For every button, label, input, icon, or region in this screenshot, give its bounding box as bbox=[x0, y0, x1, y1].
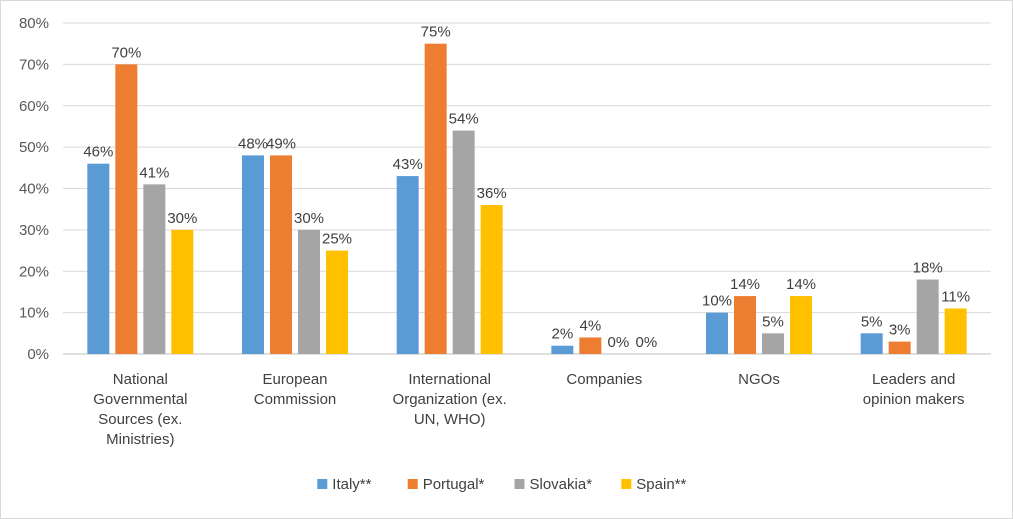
x-category-line: Companies bbox=[566, 371, 642, 388]
data-label: 48% bbox=[238, 135, 268, 152]
x-category-line: Leaders and bbox=[872, 371, 955, 388]
x-category-line: Sources (ex. bbox=[98, 411, 182, 428]
y-tick-label: 70% bbox=[19, 56, 49, 73]
x-category-line: Organization (ex. bbox=[393, 391, 507, 408]
data-label: 3% bbox=[889, 322, 911, 339]
bar-spain-5 bbox=[944, 308, 967, 354]
bar-portugal-3 bbox=[579, 337, 602, 354]
data-label: 25% bbox=[322, 231, 352, 248]
data-label: 14% bbox=[786, 276, 816, 293]
data-label: 0% bbox=[607, 334, 629, 351]
data-label: 4% bbox=[579, 317, 601, 334]
y-tick-label: 50% bbox=[19, 139, 49, 156]
bar-italy-1 bbox=[242, 155, 264, 354]
x-category-label: European Commission bbox=[254, 371, 337, 408]
bar-slovakia-4 bbox=[762, 333, 784, 354]
bar-slovakia-1 bbox=[298, 229, 320, 354]
data-label: 54% bbox=[449, 111, 479, 128]
x-category-label: National Governmental Sources (ex. Ministri… bbox=[93, 371, 187, 448]
x-category-line: UN, WHO) bbox=[414, 411, 486, 428]
data-label: 18% bbox=[913, 260, 943, 277]
bar-italy-2 bbox=[396, 176, 419, 354]
data-label: 36% bbox=[477, 185, 507, 202]
y-tick-label: 0% bbox=[27, 346, 49, 363]
bar-portugal-5 bbox=[888, 341, 911, 354]
bar-spain-4 bbox=[790, 296, 812, 354]
bar-italy-0 bbox=[87, 163, 110, 354]
x-category-line: Ministries) bbox=[106, 431, 174, 448]
data-label: 10% bbox=[702, 293, 732, 310]
bar-portugal-2 bbox=[424, 43, 447, 354]
x-category-line: National bbox=[113, 371, 168, 388]
x-category-label: Companies bbox=[566, 371, 642, 388]
data-label: 30% bbox=[294, 210, 324, 227]
x-category-label: International Organization (ex. UN, WHO) bbox=[393, 371, 507, 428]
x-category-line: opinion makers bbox=[863, 391, 965, 408]
legend-label-slovakia: Slovakia* bbox=[530, 476, 593, 493]
bar-portugal-1 bbox=[270, 155, 292, 354]
data-label: 0% bbox=[635, 334, 657, 351]
data-label: 5% bbox=[861, 313, 883, 330]
x-category-line: International bbox=[408, 371, 491, 388]
legend-label-spain: Spain** bbox=[636, 476, 686, 493]
data-label: 70% bbox=[111, 44, 141, 61]
x-category-label: NGOs bbox=[738, 371, 780, 388]
bar-slovakia-5 bbox=[916, 279, 939, 354]
data-label: 49% bbox=[266, 135, 296, 152]
x-category-line: NGOs bbox=[738, 371, 780, 388]
data-label: 46% bbox=[83, 144, 113, 161]
bar-italy-4 bbox=[706, 312, 728, 354]
legend-label-italy: Italy** bbox=[332, 476, 371, 493]
data-label: 2% bbox=[551, 326, 573, 343]
legend-label-portugal: Portugal* bbox=[423, 476, 485, 493]
y-tick-label: 40% bbox=[19, 181, 49, 198]
legend-swatch-portugal bbox=[407, 479, 418, 489]
data-label: 30% bbox=[167, 210, 197, 227]
data-label: 75% bbox=[421, 24, 451, 41]
bar-portugal-4 bbox=[734, 296, 756, 354]
y-tick-label: 60% bbox=[19, 98, 49, 115]
bar-italy-5 bbox=[860, 333, 883, 354]
y-tick-label: 20% bbox=[19, 263, 49, 280]
y-tick-label: 30% bbox=[19, 222, 49, 239]
bar-slovakia-0 bbox=[143, 184, 166, 354]
legend-swatch-slovakia bbox=[514, 479, 525, 489]
y-tick-label: 10% bbox=[19, 305, 49, 322]
data-label: 14% bbox=[730, 276, 760, 293]
bar-italy-3 bbox=[551, 345, 574, 354]
bar-spain-1 bbox=[326, 250, 348, 354]
legend-swatch-spain bbox=[621, 479, 632, 489]
bar-spain-2 bbox=[480, 205, 503, 354]
bar-portugal-0 bbox=[115, 64, 138, 354]
y-tick-label: 80% bbox=[19, 15, 49, 32]
bar-slovakia-2 bbox=[452, 130, 475, 354]
x-category-line: Commission bbox=[254, 391, 337, 408]
bar-spain-0 bbox=[171, 229, 194, 354]
data-label: 41% bbox=[139, 164, 169, 181]
data-label: 43% bbox=[393, 156, 423, 173]
data-label: 11% bbox=[941, 288, 970, 305]
legend-swatch-italy bbox=[317, 479, 328, 489]
x-category-line: Governmental bbox=[93, 391, 187, 408]
x-category-label: Leaders and opinion makers bbox=[863, 371, 965, 408]
data-label: 5% bbox=[762, 313, 784, 330]
x-category-line: European bbox=[262, 371, 327, 388]
